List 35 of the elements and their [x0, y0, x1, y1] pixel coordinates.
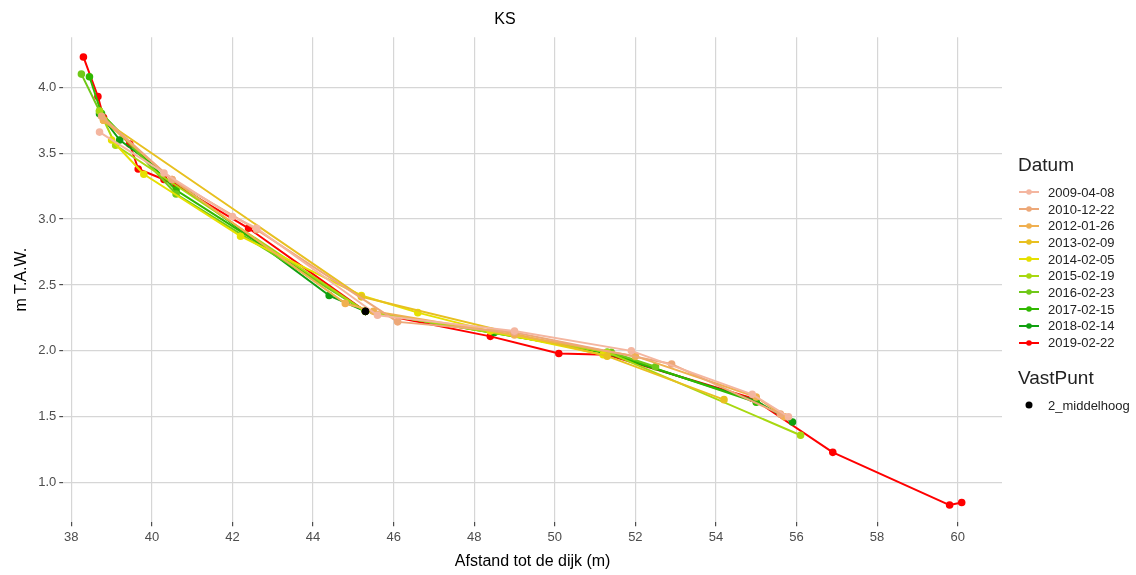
x-tick-label: 58: [869, 528, 885, 544]
y-tick-label: 3.5: [38, 144, 57, 160]
y-tick-label: 4.0: [38, 78, 57, 94]
y-tick-label: 1.0: [38, 474, 57, 490]
y-tick-label: 3.0: [38, 210, 57, 226]
x-tick-label: 60: [950, 528, 965, 544]
legend-label: 2018-02-14: [1048, 318, 1115, 334]
x-tick-label: 42: [225, 528, 240, 544]
legend-label: 2009-04-08: [1048, 184, 1115, 200]
x-tick-label: 46: [386, 528, 401, 544]
legend-label: 2010-12-22: [1048, 201, 1115, 217]
legend-label: 2016-02-23: [1048, 284, 1115, 300]
y-axis-title: m T.A.W.: [12, 247, 30, 312]
x-tick-label: 44: [305, 528, 321, 544]
x-tick-label: 50: [547, 528, 563, 544]
legend-label: 2013-02-09: [1048, 234, 1115, 250]
x-tick-label: 48: [466, 528, 482, 544]
legend-label: 2_middelhoog: [1048, 397, 1130, 413]
x-tick-label: 40: [144, 528, 160, 544]
x-tick-label: 56: [789, 528, 804, 544]
legend-label: 2017-02-15: [1048, 301, 1115, 317]
x-tick-label: 54: [708, 528, 724, 544]
legend-label: 2012-01-26: [1048, 218, 1115, 234]
x-tick-label: 38: [64, 528, 79, 544]
x-tick-label: 52: [628, 528, 643, 544]
y-tick-label: 2.0: [38, 342, 57, 358]
y-tick-label: 1.5: [38, 408, 57, 424]
legend-label: 2015-02-19: [1048, 268, 1115, 284]
legend-label: 2019-02-22: [1048, 335, 1115, 351]
legend-label: 2014-02-05: [1048, 251, 1115, 267]
x-axis-title: Afstand tot de dijk (m): [454, 551, 611, 569]
chart-title: KS: [494, 10, 516, 28]
y-tick-label: 2.5: [38, 276, 57, 292]
legend-title: Datum: [1018, 154, 1075, 176]
text: VastPunt: [1018, 366, 1095, 389]
